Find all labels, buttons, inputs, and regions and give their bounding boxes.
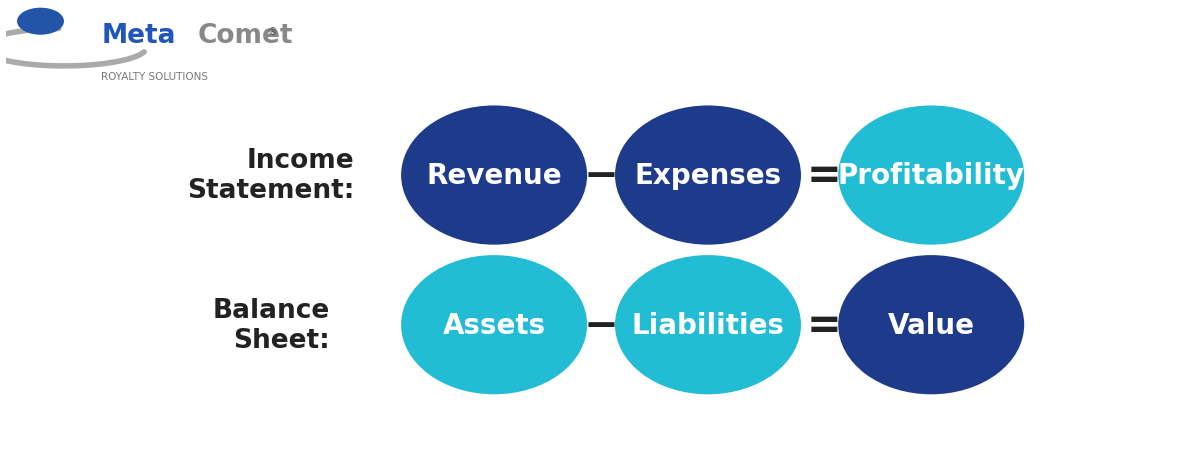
Text: Balance
Sheet:: Balance Sheet: — [212, 297, 330, 353]
Text: −: − — [583, 155, 618, 197]
Ellipse shape — [838, 106, 1024, 245]
Ellipse shape — [616, 106, 802, 245]
Text: =: = — [806, 155, 841, 197]
Text: Meta: Meta — [101, 23, 175, 49]
Ellipse shape — [401, 256, 587, 395]
Text: −: − — [583, 304, 618, 346]
Text: Income
Statement:: Income Statement: — [187, 148, 354, 203]
Text: Profitability: Profitability — [838, 162, 1025, 189]
Text: Comet: Comet — [198, 23, 293, 49]
Text: Value: Value — [888, 311, 974, 339]
Text: Assets: Assets — [443, 311, 546, 339]
Ellipse shape — [838, 256, 1024, 395]
Text: Liabilities: Liabilities — [631, 311, 785, 339]
Text: ®: ® — [268, 28, 278, 37]
Text: =: = — [806, 304, 841, 346]
Ellipse shape — [17, 9, 64, 36]
Text: Revenue: Revenue — [426, 162, 562, 189]
Text: ROYALTY SOLUTIONS: ROYALTY SOLUTIONS — [101, 72, 209, 82]
Ellipse shape — [616, 256, 802, 395]
Ellipse shape — [401, 106, 587, 245]
Text: Expenses: Expenses — [635, 162, 781, 189]
